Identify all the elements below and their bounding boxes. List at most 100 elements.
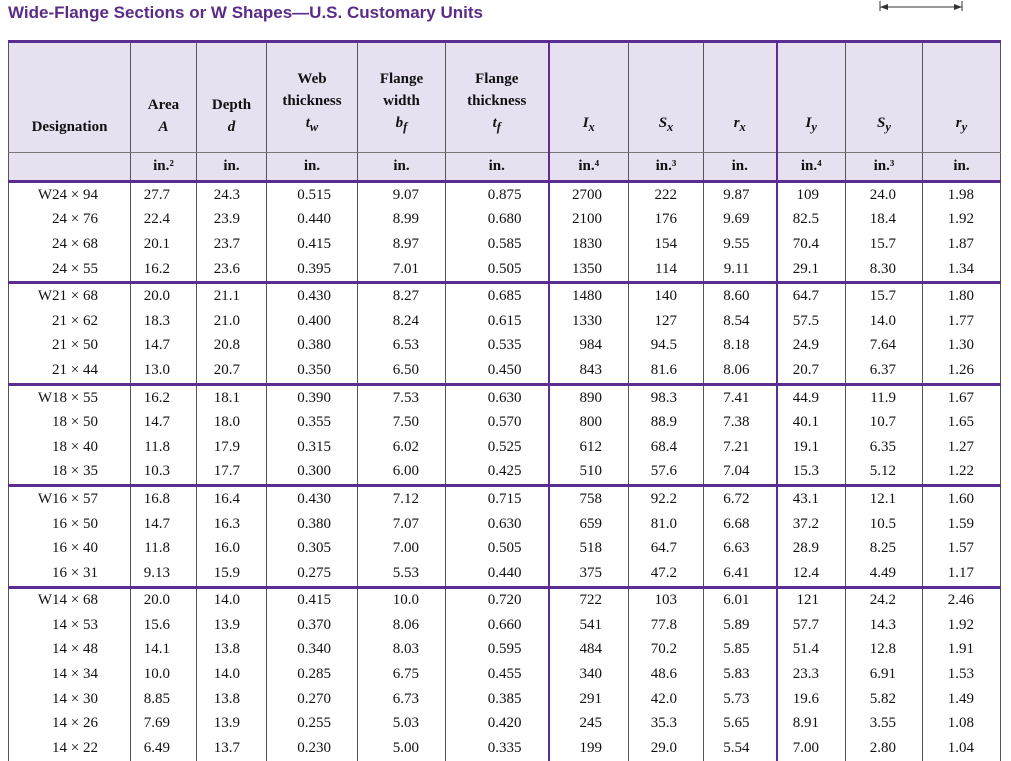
value-cell: 7.50: [357, 410, 446, 435]
value-cell: 0.570: [445, 410, 550, 435]
value-cell: 0.275: [266, 560, 358, 587]
value-cell: 21.1: [196, 282, 267, 309]
value-cell: 19.1: [776, 434, 846, 460]
value-cell: 57.7: [776, 613, 846, 638]
data-row: 24 × 76 22.4 23.9 0.440 8.99 0.680 2100 176 9.69…: [8, 207, 1001, 233]
value-cell: 0.630: [445, 511, 550, 537]
data-row: 14 × 30 8.85 13.8 0.270 6.73 0.385 291 42.0 5.73…: [8, 686, 1001, 712]
value-cell: 7.21: [703, 434, 778, 460]
value-cell: 20.0: [130, 587, 197, 614]
designation-cell: 16 × 40: [8, 536, 131, 561]
value-cell: 2100: [548, 207, 629, 233]
value-cell: 843: [548, 358, 629, 385]
value-cell: 0.305: [266, 536, 358, 561]
value-cell: 0.525: [445, 434, 550, 460]
value-cell: 1.49: [922, 686, 1001, 712]
value-cell: 23.6: [196, 256, 267, 283]
value-cell: 5.83: [703, 662, 778, 687]
value-cell: 9.11: [703, 256, 778, 283]
units-row: in.² in. in. in. in. in.⁴ in.³ in. in.⁴ in.³ in.: [8, 152, 1001, 182]
value-cell: 5.03: [357, 711, 446, 737]
header-symbol: Ix: [550, 112, 629, 138]
value-cell: 16.2: [130, 256, 197, 283]
value-cell: 176: [628, 207, 704, 233]
value-cell: 541: [548, 613, 629, 638]
value-cell: 6.00: [357, 459, 446, 486]
value-cell: 94.5: [628, 333, 704, 359]
value-cell: 0.315: [266, 434, 358, 460]
data-row: 18 × 40 11.8 17.9 0.315 6.02 0.525 612 68.4 7.21…: [8, 434, 1001, 460]
value-cell: 16.8: [130, 485, 197, 512]
header-symbol: ry: [923, 112, 1000, 138]
data-row: 14 × 48 14.1 13.8 0.340 8.03 0.595 484 70.2 5.85…: [8, 637, 1001, 663]
value-cell: 103: [628, 587, 704, 614]
row-group: W24 × 94 27.7 24.3 0.515 9.07 0.875 2700 222 9.8…: [8, 181, 1001, 283]
value-cell: 140: [628, 282, 704, 309]
value-cell: 1.60: [922, 485, 1001, 512]
value-cell: 0.430: [266, 485, 358, 512]
value-cell: 23.7: [196, 232, 267, 257]
value-cell: 3.55: [845, 711, 923, 737]
data-row: W18 × 55 16.2 18.1 0.390 7.53 0.630 890 98.3 7.4…: [8, 384, 1001, 411]
symbol: t: [305, 115, 310, 131]
header-label: width: [383, 93, 420, 109]
value-cell: 47.2: [628, 560, 704, 587]
value-cell: 20.7: [196, 358, 267, 385]
designation-cell: 14 × 48: [8, 637, 131, 663]
value-cell: 15.6: [130, 613, 197, 638]
value-cell: 15.3: [776, 459, 846, 486]
value-cell: 64.7: [628, 536, 704, 561]
value-cell: 0.340: [266, 637, 358, 663]
value-cell: 109: [776, 181, 846, 208]
designation-cell: 18 × 35: [8, 459, 131, 486]
value-cell: 44.9: [776, 384, 846, 411]
value-cell: 6.02: [357, 434, 446, 460]
symbol: r: [733, 115, 740, 131]
data-row: 24 × 55 16.2 23.6 0.395 7.01 0.505 1350 114 9.11…: [8, 256, 1001, 283]
value-cell: 4.49: [845, 560, 923, 587]
value-cell: 14.7: [130, 410, 197, 435]
value-cell: 5.12: [845, 459, 923, 486]
value-cell: 7.64: [845, 333, 923, 359]
dimension-arrow: [879, 1, 963, 11]
value-cell: 14.0: [845, 308, 923, 334]
value-cell: 12.4: [776, 560, 846, 587]
value-cell: 8.25: [845, 536, 923, 561]
unit-cell: in.: [196, 152, 267, 182]
value-cell: 0.720: [445, 587, 550, 614]
value-cell: 7.01: [357, 256, 446, 283]
unit-cell: in.³: [845, 152, 923, 182]
value-cell: 10.0: [130, 662, 197, 687]
value-cell: 5.53: [357, 560, 446, 587]
value-cell: 6.37: [845, 358, 923, 385]
value-cell: 0.400: [266, 308, 358, 334]
symbol: d: [227, 119, 236, 135]
designation-cell: W24 × 94: [8, 181, 131, 208]
value-cell: 1.34: [922, 256, 1001, 283]
header-symbol: tw: [267, 112, 357, 138]
value-cell: 15.7: [845, 282, 923, 309]
value-cell: 291: [548, 686, 629, 712]
value-cell: 0.440: [445, 560, 550, 587]
value-cell: 18.0: [196, 410, 267, 435]
designation-cell: W18 × 55: [8, 384, 131, 411]
header-cell: Sx: [628, 41, 704, 153]
value-cell: 1.98: [922, 181, 1001, 208]
value-cell: 7.00: [357, 536, 446, 561]
value-cell: 1.65: [922, 410, 1001, 435]
data-row: 21 × 44 13.0 20.7 0.350 6.50 0.450 843 81.6 8.06…: [8, 358, 1001, 385]
value-cell: 12.8: [845, 637, 923, 663]
header-symbol: tf: [446, 112, 548, 138]
title: Wide-Flange Sections or W Shapes—U.S. Cu…: [8, 3, 483, 22]
value-cell: 16.4: [196, 485, 267, 512]
value-cell: 0.355: [266, 410, 358, 435]
symbol-subscript: x: [588, 120, 595, 134]
row-group: W16 × 57 16.8 16.4 0.430 7.12 0.715 758 92.2 6.7…: [8, 485, 1001, 587]
header-symbol: Sy: [846, 112, 922, 138]
data-row: 18 × 35 10.3 17.7 0.300 6.00 0.425 510 57.6 7.04…: [8, 459, 1001, 486]
sections-table: Designation Area A Depth d Web thickness tw Flan…: [8, 40, 1001, 761]
value-cell: 57.5: [776, 308, 846, 334]
value-cell: 11.8: [130, 536, 197, 561]
value-cell: 14.0: [196, 662, 267, 687]
